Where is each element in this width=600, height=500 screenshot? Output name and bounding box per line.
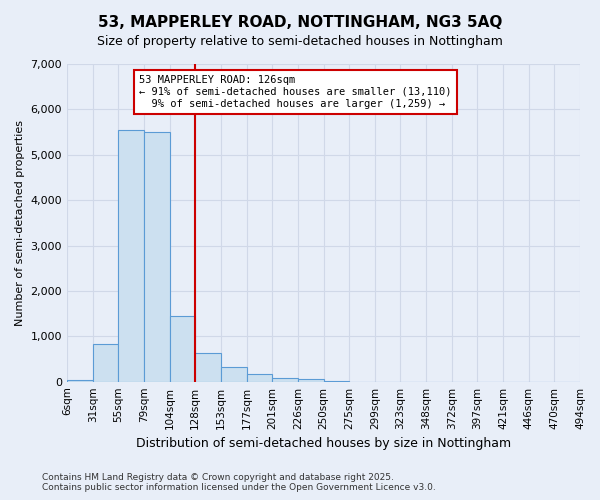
Text: 53 MAPPERLEY ROAD: 126sqm
← 91% of semi-detached houses are smaller (13,110)
  9: 53 MAPPERLEY ROAD: 126sqm ← 91% of semi-… bbox=[139, 76, 451, 108]
Bar bbox=[247, 374, 272, 382]
Bar bbox=[92, 344, 118, 382]
Y-axis label: Number of semi-detached properties: Number of semi-detached properties bbox=[15, 120, 25, 326]
Bar bbox=[144, 132, 170, 382]
Text: Contains HM Land Registry data © Crown copyright and database right 2025.
Contai: Contains HM Land Registry data © Crown c… bbox=[42, 473, 436, 492]
Bar bbox=[67, 380, 92, 382]
Bar bbox=[272, 378, 298, 382]
X-axis label: Distribution of semi-detached houses by size in Nottingham: Distribution of semi-detached houses by … bbox=[136, 437, 511, 450]
Text: Size of property relative to semi-detached houses in Nottingham: Size of property relative to semi-detach… bbox=[97, 35, 503, 48]
Bar bbox=[118, 130, 144, 382]
Bar bbox=[170, 316, 195, 382]
Bar bbox=[298, 380, 323, 382]
Text: 53, MAPPERLEY ROAD, NOTTINGHAM, NG3 5AQ: 53, MAPPERLEY ROAD, NOTTINGHAM, NG3 5AQ bbox=[98, 15, 502, 30]
Bar bbox=[221, 367, 247, 382]
Bar bbox=[195, 353, 221, 382]
